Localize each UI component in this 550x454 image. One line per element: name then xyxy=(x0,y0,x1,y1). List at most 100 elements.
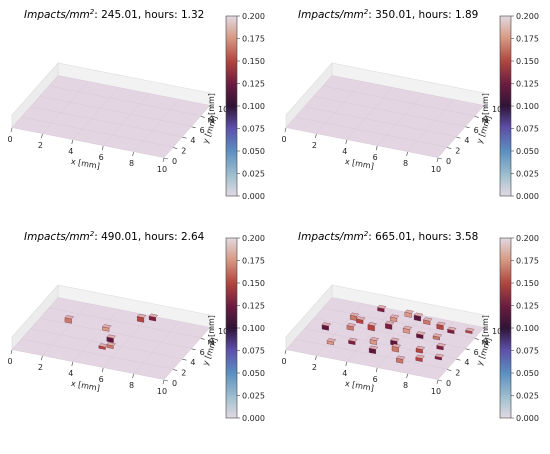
y-tick xyxy=(447,369,452,371)
x-tick xyxy=(315,133,317,139)
y-tick xyxy=(182,358,187,361)
x-tick-label: 6 xyxy=(99,153,104,162)
grid-line xyxy=(133,99,180,152)
y-tick-label: 8 xyxy=(209,115,214,124)
x-tick-label: 8 xyxy=(403,381,408,390)
grid-line xyxy=(377,315,424,368)
y-tick-label: 10 xyxy=(492,105,502,114)
x-tick-label: 2 xyxy=(38,141,43,150)
colorbar-tick-label: 0.100 xyxy=(516,324,539,333)
grid-line xyxy=(39,318,192,349)
colorbar-tick-label: 0.150 xyxy=(516,279,539,288)
peak-marker xyxy=(348,337,358,342)
peak-marker xyxy=(346,323,356,327)
y-tick xyxy=(456,136,461,139)
x-tick-label: 6 xyxy=(373,153,378,162)
peak-marker xyxy=(423,317,433,322)
y-tick xyxy=(163,157,169,160)
panel-title: Impacts/mm2: 490.01, hours: 2.64 xyxy=(24,230,205,243)
peak-marker xyxy=(321,322,331,327)
grid-line xyxy=(322,85,475,117)
colorbar-tick-label: 0.025 xyxy=(516,392,539,401)
grid-line xyxy=(313,318,466,349)
peak-marker xyxy=(106,342,116,347)
y-tick xyxy=(191,126,196,129)
x-tick-label: 4 xyxy=(342,147,347,156)
x-tick-label: 4 xyxy=(342,369,347,378)
x-tick-label: 8 xyxy=(403,159,408,168)
y-tick-label: 4 xyxy=(464,136,469,145)
grid-line xyxy=(103,93,150,146)
y-tick-label: 10 xyxy=(492,327,502,336)
x-tick-label: 0 xyxy=(7,135,12,144)
peak-marker xyxy=(385,321,395,325)
colorbar-tick-label: 0.000 xyxy=(242,192,265,201)
grid-line xyxy=(42,303,89,356)
grid-line xyxy=(316,81,363,134)
x-tick-label: 8 xyxy=(129,159,134,168)
grid-line xyxy=(39,96,192,127)
x-tick xyxy=(10,349,13,355)
grid-line xyxy=(48,85,201,117)
y-tick-label: 8 xyxy=(209,337,214,346)
peak-marker xyxy=(402,325,413,330)
colorbar-tick-label: 0.125 xyxy=(242,80,265,89)
y-tick xyxy=(474,338,479,340)
peak-marker xyxy=(349,312,360,317)
y-tick-label: 6 xyxy=(200,348,205,357)
colorbar-tick-label: 0.000 xyxy=(516,192,539,201)
peak-marker xyxy=(377,305,387,309)
peak-marker xyxy=(404,309,414,314)
grid-line xyxy=(42,81,89,134)
y-tick xyxy=(483,327,489,330)
y-tick-label: 8 xyxy=(483,337,488,346)
x-tick xyxy=(162,379,165,385)
panel-title: Impacts/mm2: 665.01, hours: 3.58 xyxy=(298,230,479,243)
peak-marker xyxy=(98,343,108,348)
z-axis-label: Z [mm] xyxy=(207,93,216,123)
x-tick xyxy=(71,361,74,367)
peak-marker xyxy=(148,313,159,318)
y-tick xyxy=(437,379,443,382)
colorbar-tick-label: 0.075 xyxy=(242,347,265,356)
x-tick-label: 10 xyxy=(157,165,167,174)
x-tick-label: 0 xyxy=(281,357,286,366)
x-tick xyxy=(375,367,378,373)
peak-marker xyxy=(326,338,337,343)
x-tick xyxy=(406,373,408,379)
grid-line xyxy=(304,106,457,137)
peak-marker xyxy=(415,354,425,359)
peak-marker xyxy=(415,345,425,350)
z-axis-label: Z [mm] xyxy=(207,315,216,345)
peak-marker xyxy=(368,345,379,350)
peak-marker xyxy=(447,326,457,331)
peak-marker xyxy=(136,313,147,318)
peak-marker xyxy=(64,315,74,320)
peak-marker xyxy=(436,321,446,326)
y-tick-label: 0 xyxy=(172,157,177,166)
surface xyxy=(11,75,211,158)
colorbar-tick-label: 0.075 xyxy=(242,125,265,134)
peak-marker xyxy=(465,327,475,332)
colorbar-tick-label: 0.200 xyxy=(242,12,265,21)
colorbar-tick-label: 0.050 xyxy=(242,147,265,156)
peak-marker xyxy=(369,337,379,341)
y-tick-label: 10 xyxy=(218,105,228,114)
colorbar-tick-label: 0.175 xyxy=(242,257,265,266)
colorbar-tick-label: 0.000 xyxy=(516,414,539,423)
colorbar-tick-label: 0.075 xyxy=(516,347,539,356)
peak-marker xyxy=(432,333,442,338)
colorbar-tick-label: 0.100 xyxy=(516,102,539,111)
colorbar-tick-label: 0.000 xyxy=(242,414,265,423)
z-axis-label: Z [mm] xyxy=(481,315,490,345)
colorbar-tick-label: 0.025 xyxy=(242,170,265,179)
peak-marker xyxy=(390,337,400,342)
grid-line xyxy=(295,338,448,370)
x-tick-label: 4 xyxy=(68,147,73,156)
x-tick-label: 2 xyxy=(312,363,317,372)
colorbar xyxy=(499,15,512,197)
grid-line xyxy=(316,303,363,356)
x-tick-label: 6 xyxy=(373,375,378,384)
